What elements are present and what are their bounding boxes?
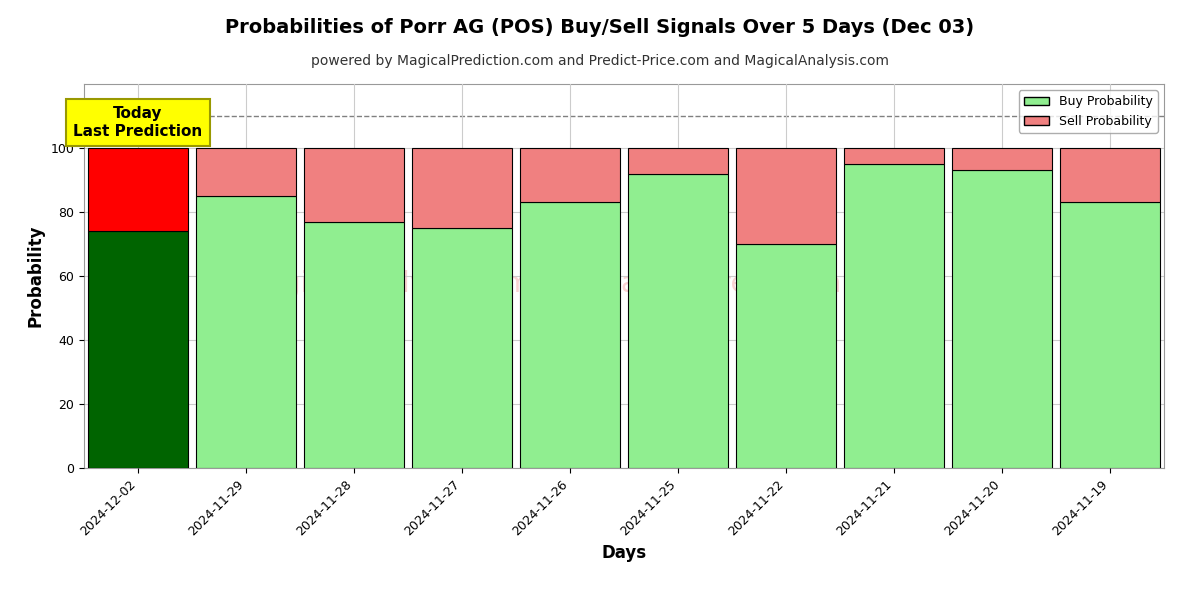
Bar [413, 228, 511, 468]
X-axis label: Days: Days [601, 544, 647, 562]
Text: MagicalAnalysis.com: MagicalAnalysis.com [242, 269, 530, 298]
Bar [197, 148, 295, 196]
Bar [629, 148, 727, 173]
Bar [629, 173, 727, 468]
Bar [521, 202, 619, 468]
Bar [305, 148, 403, 221]
Text: MagicalPrediction.com: MagicalPrediction.com [598, 269, 910, 298]
Legend: Buy Probability, Sell Probability: Buy Probability, Sell Probability [1019, 90, 1158, 133]
Bar [953, 170, 1051, 468]
Y-axis label: Probability: Probability [26, 225, 44, 327]
Bar [845, 148, 943, 164]
Bar [1061, 202, 1159, 468]
Text: Probabilities of Porr AG (POS) Buy/Sell Signals Over 5 Days (Dec 03): Probabilities of Porr AG (POS) Buy/Sell … [226, 18, 974, 37]
Text: powered by MagicalPrediction.com and Predict-Price.com and MagicalAnalysis.com: powered by MagicalPrediction.com and Pre… [311, 54, 889, 68]
Bar [89, 231, 187, 468]
Bar [305, 221, 403, 468]
Text: Today
Last Prediction: Today Last Prediction [73, 106, 203, 139]
Bar [89, 148, 187, 231]
Bar [737, 148, 835, 244]
Bar [413, 148, 511, 228]
Bar [1061, 148, 1159, 202]
Bar [845, 164, 943, 468]
Bar [737, 244, 835, 468]
Bar [521, 148, 619, 202]
Bar [953, 148, 1051, 170]
Bar [197, 196, 295, 468]
